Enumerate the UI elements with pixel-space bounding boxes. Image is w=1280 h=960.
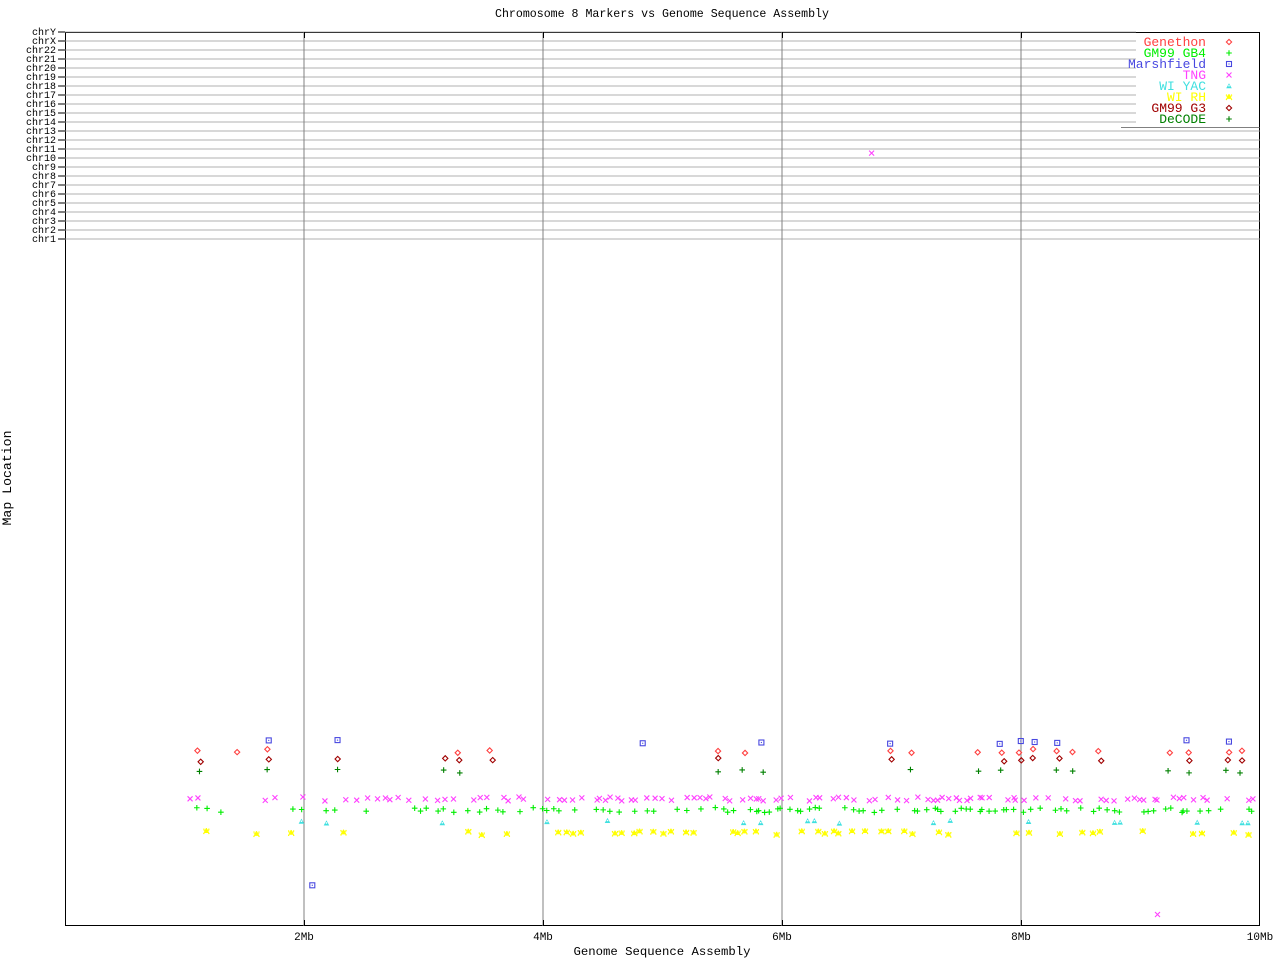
svg-text:Map Location: Map Location xyxy=(0,431,15,526)
svg-text:DeCODE: DeCODE xyxy=(1159,112,1206,127)
svg-text:10Mb: 10Mb xyxy=(1247,932,1273,944)
svg-text:8Mb: 8Mb xyxy=(1011,932,1031,944)
svg-text:chr1: chr1 xyxy=(32,234,56,246)
svg-text:4Mb: 4Mb xyxy=(533,932,553,944)
svg-text:2Mb: 2Mb xyxy=(294,932,314,944)
svg-text:Chromosome 8 Markers vs Genome: Chromosome 8 Markers vs Genome Sequence … xyxy=(495,8,829,21)
svg-text:Genome Sequence Assembly: Genome Sequence Assembly xyxy=(573,945,750,959)
svg-text:6Mb: 6Mb xyxy=(772,932,792,944)
